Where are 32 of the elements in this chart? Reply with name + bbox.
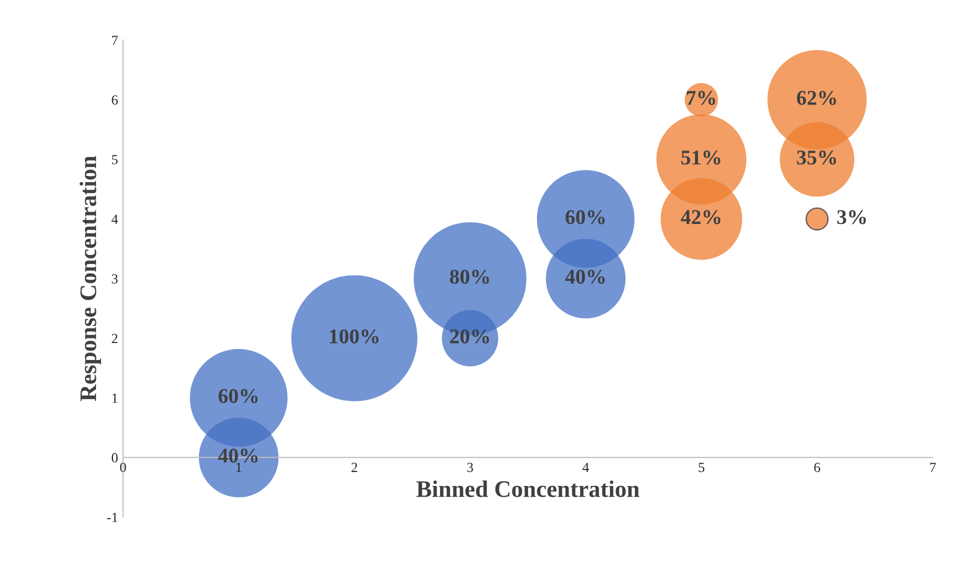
data-label: 20% [450, 329, 489, 344]
y-tick-label: 0 [112, 453, 118, 462]
y-tick-label: 6 [112, 95, 118, 105]
data-label: 100% [330, 329, 378, 344]
data-label: 35% [797, 150, 836, 165]
x-tick-label: 0 [120, 462, 126, 472]
y-tick-label: 5 [112, 155, 118, 164]
data-label: 60% [218, 388, 258, 404]
y-axis-title: Response Concentration [80, 156, 102, 402]
data-label: 7% [686, 90, 716, 105]
y-tick-label: 1 [112, 393, 118, 403]
x-tick-label: 2 [352, 462, 358, 472]
x-axis-title: Binned Concentration [416, 480, 640, 498]
data-label: 60% [566, 210, 605, 224]
y-tick-label: 3 [112, 274, 118, 284]
data-label: 62% [796, 90, 836, 105]
data-label: 40% [565, 270, 605, 284]
x-tick-label: 1 [236, 462, 242, 472]
y-tick-label: -1 [107, 512, 118, 522]
y-tick-label: 2 [112, 334, 118, 344]
data-label: 42% [680, 210, 720, 224]
y-tick-label: 7 [112, 36, 118, 45]
x-tick-label: 5 [698, 462, 704, 472]
data-label: 3% [837, 210, 866, 224]
data-label: 40% [218, 448, 258, 463]
data-label: 51% [681, 150, 720, 165]
x-tick-label: 6 [814, 462, 820, 472]
data-label: 80% [450, 270, 489, 284]
y-tick-label: 4 [112, 214, 118, 224]
x-tick-label: 3 [467, 462, 473, 472]
x-tick-label: 7 [930, 462, 936, 472]
x-tick-label: 4 [582, 462, 589, 472]
